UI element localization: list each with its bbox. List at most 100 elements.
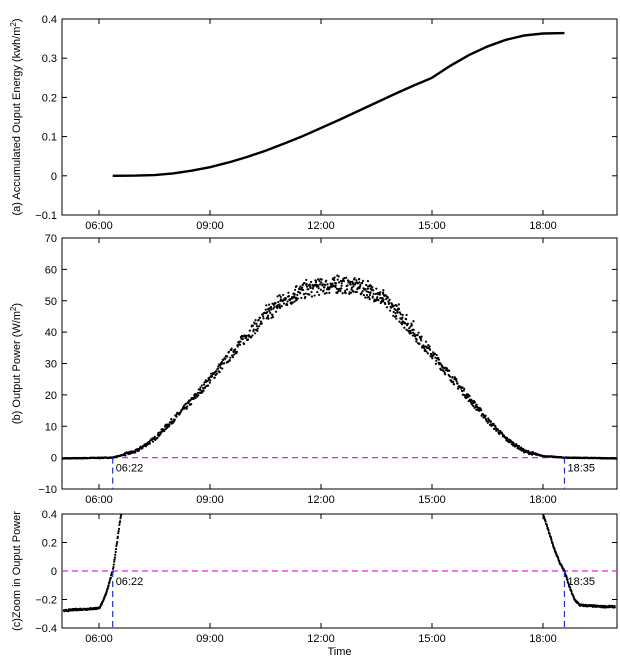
power-point — [352, 285, 355, 288]
power-point — [278, 306, 282, 310]
power-point — [420, 339, 423, 342]
power-point — [420, 335, 423, 338]
power-point — [365, 293, 369, 297]
power-point — [213, 376, 216, 379]
zoom-point — [558, 559, 561, 563]
power-point — [148, 442, 152, 445]
zoom-point — [118, 520, 122, 523]
zoom-point — [613, 606, 616, 609]
zoom-point — [114, 553, 117, 556]
power-point — [405, 317, 408, 321]
y-tick-label: 70 — [45, 233, 57, 245]
x-tick-label: 18:00 — [529, 220, 557, 232]
power-point — [417, 331, 420, 334]
power-point — [310, 295, 314, 298]
y-tick-label: 60 — [45, 264, 57, 276]
power-point — [269, 311, 272, 314]
power-point — [198, 388, 202, 391]
power-point — [333, 276, 336, 279]
power-point — [141, 447, 144, 450]
y-tick-label: 0.4 — [42, 14, 57, 26]
power-point — [484, 417, 488, 421]
power-point — [345, 288, 349, 291]
panel-a-accumulated-energy: 06:00 09:00 12:00 15:00 18:00 −0.1 0 0.1 0.2 0.3 0… — [9, 14, 618, 232]
zoom-point — [542, 514, 545, 516]
power-point — [364, 296, 367, 299]
power-point — [381, 292, 385, 295]
power-point — [388, 298, 391, 301]
power-point — [227, 350, 231, 353]
power-point — [455, 378, 458, 381]
power-point — [424, 340, 428, 343]
power-point — [475, 403, 478, 406]
x-tick-label: 12:00 — [307, 220, 335, 232]
power-point — [369, 291, 372, 294]
zoom-point — [113, 560, 116, 563]
power-point — [319, 288, 322, 291]
power-point — [230, 347, 233, 350]
power-point — [435, 353, 438, 357]
power-point — [287, 294, 290, 298]
power-point — [480, 409, 483, 412]
y-tick-label: 40 — [45, 327, 57, 339]
power-point — [451, 376, 454, 379]
zoom-point — [117, 529, 120, 533]
zoom-point — [107, 584, 110, 587]
zoom-point — [117, 527, 121, 530]
power-point — [196, 391, 199, 395]
power-point — [258, 316, 262, 319]
power-point — [286, 303, 289, 307]
power-point — [337, 290, 340, 293]
y-tick-label: 30 — [45, 359, 57, 371]
power-point — [250, 336, 253, 339]
power-point — [294, 288, 297, 291]
power-point — [310, 291, 313, 294]
x-tick-label: 15:00 — [418, 633, 446, 645]
power-point — [276, 295, 279, 298]
power-point — [271, 302, 274, 305]
x-tick-label: 09:00 — [196, 220, 224, 232]
power-point — [372, 289, 375, 292]
power-point — [366, 285, 370, 288]
power-point — [255, 322, 258, 325]
power-point — [531, 453, 534, 456]
power-point — [473, 401, 477, 404]
power-point — [238, 343, 242, 346]
power-point — [279, 295, 282, 298]
power-point — [228, 359, 231, 362]
power-point — [317, 293, 321, 296]
power-point — [444, 373, 447, 376]
power-point — [239, 340, 242, 343]
power-point — [371, 296, 374, 299]
x-tick-label: 06:00 — [85, 633, 113, 645]
power-point — [274, 302, 277, 305]
power-point — [334, 282, 338, 285]
power-point — [300, 296, 303, 300]
power-point — [467, 399, 470, 403]
power-point — [185, 407, 188, 410]
power-point — [389, 306, 393, 309]
zoom-point — [548, 532, 551, 535]
power-point — [442, 370, 445, 373]
power-point — [273, 306, 276, 309]
power-point — [337, 281, 341, 284]
power-point — [266, 311, 269, 314]
power-point — [489, 420, 492, 423]
power-point — [472, 404, 475, 407]
power-point — [398, 311, 401, 314]
power-point — [396, 310, 399, 313]
power-point — [265, 304, 268, 307]
zoom-point — [551, 541, 554, 544]
power-point — [282, 293, 285, 297]
power-point — [334, 284, 337, 287]
power-point — [271, 315, 274, 319]
zoom-point — [120, 514, 123, 516]
power-point — [301, 288, 305, 292]
power-point — [294, 285, 297, 288]
power-point — [437, 358, 441, 361]
zoom-point — [118, 523, 121, 526]
power-point — [464, 396, 468, 400]
power-point — [432, 351, 435, 354]
power-point — [254, 332, 257, 335]
power-point — [350, 288, 353, 291]
